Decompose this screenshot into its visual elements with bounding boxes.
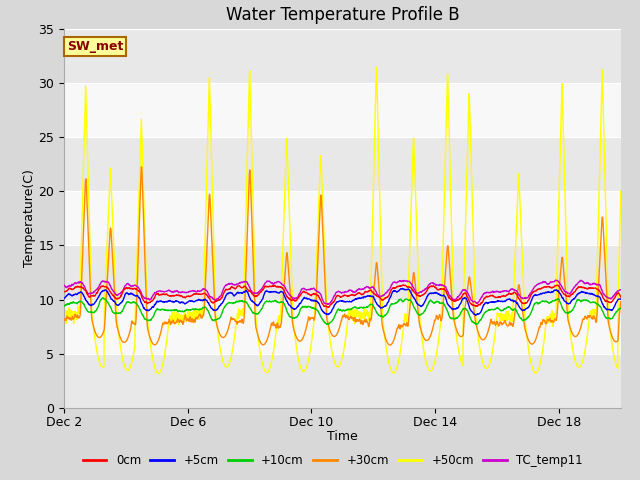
Bar — [64, 300, 621, 354]
Y-axis label: Temperature(C): Temperature(C) — [22, 169, 36, 267]
Bar — [64, 137, 621, 192]
Bar — [64, 83, 621, 137]
Bar — [64, 245, 621, 300]
Legend: 0cm, +5cm, +10cm, +30cm, +50cm, TC_temp11: 0cm, +5cm, +10cm, +30cm, +50cm, TC_temp1… — [78, 449, 588, 472]
Bar — [64, 192, 621, 245]
X-axis label: Time: Time — [327, 430, 358, 443]
Title: Water Temperature Profile B: Water Temperature Profile B — [225, 6, 460, 24]
Bar — [64, 29, 621, 83]
Text: SW_met: SW_met — [67, 40, 123, 53]
Bar — [64, 354, 621, 408]
